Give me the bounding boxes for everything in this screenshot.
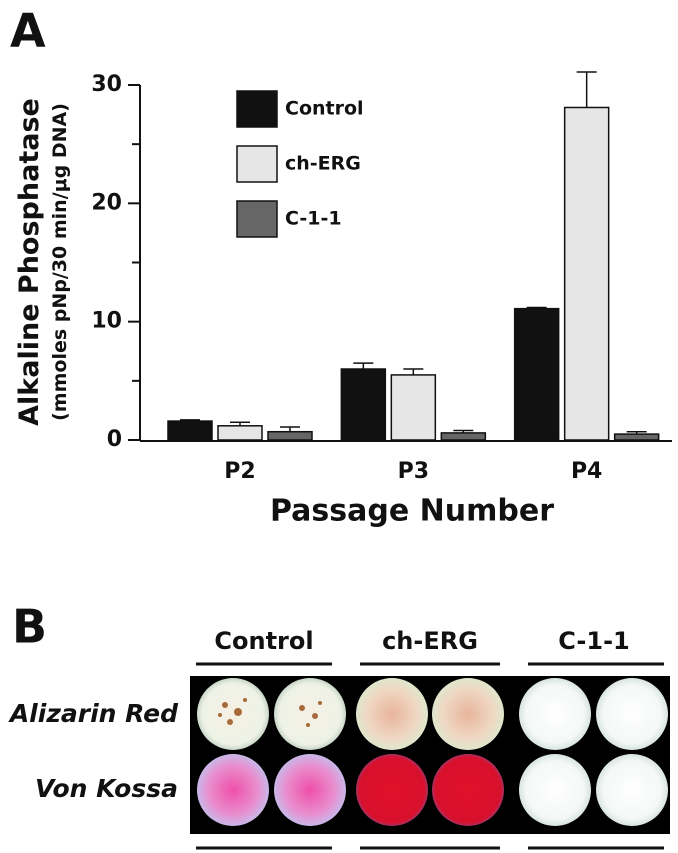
bar	[613, 433, 660, 441]
y-tick-label: 20	[91, 190, 122, 215]
column-label: ch-ERG	[382, 627, 478, 655]
well	[596, 678, 668, 750]
y-tick-label: 0	[107, 427, 122, 452]
well	[356, 678, 428, 750]
well	[596, 754, 668, 826]
bar	[563, 106, 610, 441]
well	[519, 678, 591, 750]
panel-b: B Control ch-ERG C-1-1 Alizarin Red Von …	[8, 600, 670, 850]
well	[197, 754, 269, 826]
stain-dots	[218, 698, 322, 727]
well	[432, 754, 504, 826]
legend-swatch	[236, 200, 278, 238]
bar	[390, 374, 437, 441]
well	[432, 678, 504, 750]
bar	[440, 432, 487, 441]
panel-label: A	[10, 4, 46, 58]
well	[356, 754, 428, 826]
legend-swatch	[236, 145, 278, 183]
well	[519, 754, 591, 826]
legend-swatch	[236, 90, 278, 128]
legend-label: C-1-1	[285, 208, 342, 230]
legend-label: Control	[285, 98, 364, 120]
bar	[267, 430, 313, 441]
x-axis-label: Passage Number	[270, 494, 554, 529]
y-axis-label: Alkaline Phosphatase (mmoles pNp/30 min/μ…	[14, 98, 71, 426]
well	[274, 754, 346, 826]
legend-label: ch-ERG	[285, 153, 361, 175]
row-label: Von Kossa	[35, 774, 178, 803]
well	[197, 678, 269, 750]
x-tick-label: P4	[571, 459, 602, 484]
x-tick-label: P3	[398, 459, 429, 484]
column-label: C-1-1	[558, 627, 629, 655]
y-axis-label-line: (mmoles pNp/30 min/μg DNA)	[49, 103, 71, 421]
bar	[513, 307, 560, 441]
y-tick-label: 30	[91, 72, 122, 97]
x-tick-label: P2	[224, 459, 255, 484]
bar	[340, 368, 387, 441]
panel-label: B	[12, 600, 47, 654]
y-axis-label-line: Alkaline Phosphatase	[14, 98, 45, 426]
panel-a: A 0 10 20 30 Alkaline Phosphatase (mmoles pNp/…	[10, 4, 672, 529]
bar	[167, 420, 213, 441]
y-tick-label: 10	[91, 309, 122, 334]
column-label: Control	[214, 627, 313, 655]
row-label: Alizarin Red	[8, 699, 179, 728]
bar	[217, 425, 263, 441]
well	[274, 678, 346, 750]
plate	[190, 676, 670, 834]
